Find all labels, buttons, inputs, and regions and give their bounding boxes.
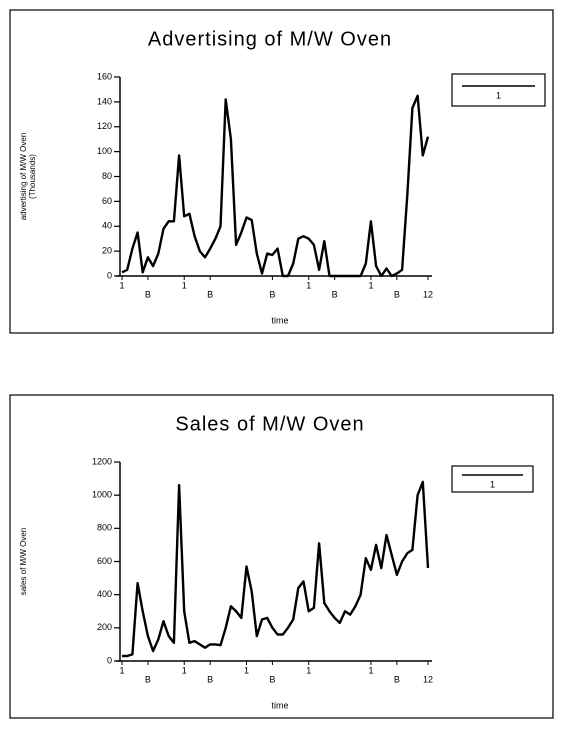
legend-label: 1	[496, 90, 501, 100]
x-tick-label: B	[332, 289, 338, 299]
y-tick-label: 1200	[92, 456, 112, 466]
chart-title: Advertising of M/W Oven	[148, 28, 392, 50]
x-tick-label: B	[207, 289, 213, 299]
y-tick-label: 140	[97, 96, 112, 106]
y-tick-label: 0	[107, 270, 112, 280]
chart-frame	[9, 9, 554, 334]
chart-frame	[9, 394, 554, 719]
y-tick-label: 20	[102, 246, 112, 256]
x-tick-label: B	[207, 674, 213, 684]
x-tick-label: 1	[119, 280, 124, 290]
x-tick-label: 1	[368, 280, 373, 290]
x-tick-label: 1	[306, 280, 311, 290]
data-line	[121, 94, 430, 278]
x-tick-label: 12	[423, 674, 433, 684]
y-axis-label: advertising of M/W Oven	[19, 133, 28, 221]
y-tick-label: 1000	[92, 490, 112, 500]
x-tick-label: 1	[368, 665, 373, 675]
x-tick-label: 1	[182, 280, 187, 290]
y-tick-label: 400	[97, 589, 112, 599]
y-tick-label: 120	[97, 121, 112, 131]
y-tick-label: 0	[107, 655, 112, 665]
x-tick-label: B	[269, 674, 275, 684]
y-tick-label: 60	[102, 196, 112, 206]
x-tick-label: 1	[119, 665, 124, 675]
y-tick-label: 100	[97, 146, 112, 156]
x-axis-label: time	[271, 700, 288, 710]
y-tick-label: 600	[97, 556, 112, 566]
legend-label: 1	[490, 479, 495, 489]
y-axis-label: (Thousands)	[28, 154, 37, 199]
x-axis-label: time	[271, 315, 288, 325]
x-tick-label: 1	[306, 665, 311, 675]
chart-title: Sales of M/W Oven	[175, 413, 364, 435]
x-tick-label: B	[145, 674, 151, 684]
legend-box	[451, 465, 534, 493]
x-tick-label: 1	[182, 665, 187, 675]
x-tick-label: B	[394, 289, 400, 299]
x-tick-label: B	[145, 289, 151, 299]
x-tick-label: B	[269, 289, 275, 299]
x-tick-label: 12	[423, 289, 433, 299]
x-tick-label: 1	[244, 665, 249, 675]
legend-box	[451, 73, 546, 107]
y-tick-label: 40	[102, 221, 112, 231]
y-tick-label: 160	[97, 71, 112, 81]
y-tick-label: 200	[97, 622, 112, 632]
y-tick-label: 800	[97, 523, 112, 533]
data-line	[122, 480, 430, 658]
y-axis-label: sales of M/W Oven	[19, 528, 28, 596]
y-tick-label: 80	[102, 171, 112, 181]
x-tick-label: B	[394, 674, 400, 684]
